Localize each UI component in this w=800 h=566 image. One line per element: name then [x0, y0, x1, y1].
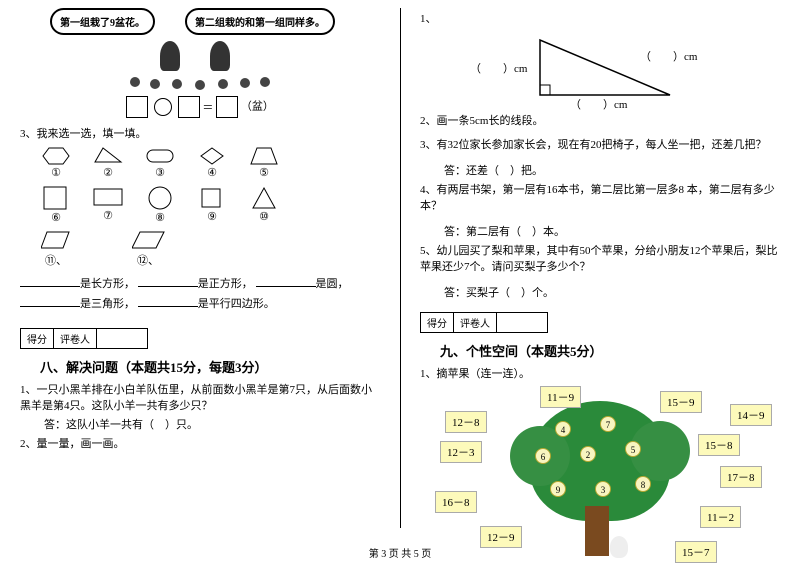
- cm-left: （ ）cm: [470, 60, 527, 76]
- q-right-3-ans: 答：还差（ ）把。: [444, 163, 780, 179]
- q9-1: 1、摘苹果（连一连）。: [420, 366, 780, 382]
- section-9-title: 九、个性空间（本题共5分）: [440, 341, 780, 360]
- eq-box: [126, 96, 148, 118]
- fill-blanks: 是长方形， 是正方形， 是圆， 是三角形， 是平行四边形。: [20, 274, 380, 314]
- apple-tree: 4 7 6 2 5 9 3 8 12－8 11－9 15－9 14－9 12－3…: [420, 386, 770, 566]
- cm-bottom: （ ）cm: [570, 96, 627, 112]
- q3-prompt: 3、我来选一选，填一填。: [20, 126, 380, 142]
- expr-tile: 12－8: [445, 411, 487, 433]
- expr-tile: 11－9: [540, 386, 581, 408]
- shape-12: ⑫、: [137, 255, 159, 267]
- score-box-2: 得分 评卷人: [420, 312, 548, 333]
- eq-unit: （盆）: [241, 101, 274, 113]
- q-right-4-ans: 答：第二层有（ ）本。: [444, 224, 780, 240]
- speech-1: 第一组栽了9盆花。: [50, 8, 155, 35]
- expr-tile: 15－8: [698, 434, 740, 456]
- expr-tile: 14－9: [730, 404, 772, 426]
- cartoon-illustration: [110, 37, 290, 92]
- triangle-figure: （ ）cm （ ）cm （ ）cm: [520, 30, 780, 110]
- equation-row: ＝ （盆）: [20, 96, 380, 118]
- q-right-5-ans: 答：买梨子（ ）个。: [444, 285, 780, 301]
- expr-tile: 15－9: [660, 391, 702, 413]
- eq-box: [178, 96, 200, 118]
- cm-hyp: （ ）cm: [640, 48, 697, 64]
- q-right-4: 4、有两层书架，第一层有16本书，第二层比第一层多8 本，第二层有多少本？: [420, 182, 780, 214]
- eq-box: [216, 96, 238, 118]
- section-8-title: 八、解决问题（本题共15分，每题3分）: [40, 357, 380, 376]
- page-footer: 第 3 页 共 5 页: [0, 545, 800, 560]
- q8-1-answer: 答：这队小羊一共有（ ）只。: [44, 417, 380, 433]
- expr-tile: 11－2: [700, 506, 741, 528]
- shape-11: ⑪、: [45, 255, 67, 267]
- q-right-3: 3、有32位家长参加家长会，现在有20把椅子，每人坐一把，还差几把？: [420, 137, 780, 153]
- shape-grid: ① ② ③ ④ ⑤ ⑥ ⑦ ⑧ ⑨ ⑩ ⑪、 ⑫、: [40, 146, 380, 268]
- q8-2: 2、量一量，画一画。: [20, 436, 380, 452]
- q-right-2: 2、画一条5cm长的线段。: [420, 113, 780, 129]
- expr-tile: 16－8: [435, 491, 477, 513]
- expr-tile: 12－3: [440, 441, 482, 463]
- q8-1: 1、一只小黑羊排在小白羊队伍里，从前面数小黑羊是第7只，从后面数小黑羊是第4只。…: [20, 382, 380, 414]
- eq-op-circle: [154, 98, 172, 116]
- speech-bubbles: 第一组栽了9盆花。 第二组栽的和第一组同样多。: [50, 8, 380, 35]
- speech-2: 第二组栽的和第一组同样多。: [185, 8, 335, 35]
- q-right-1: 1、: [420, 11, 780, 27]
- score-box: 得分 评卷人: [20, 328, 148, 349]
- expr-tile: 17－8: [720, 466, 762, 488]
- q-right-5: 5、幼儿园买了梨和苹果，其中有50个苹果，分给小朋友12个苹果后，梨比苹果还少7…: [420, 243, 780, 275]
